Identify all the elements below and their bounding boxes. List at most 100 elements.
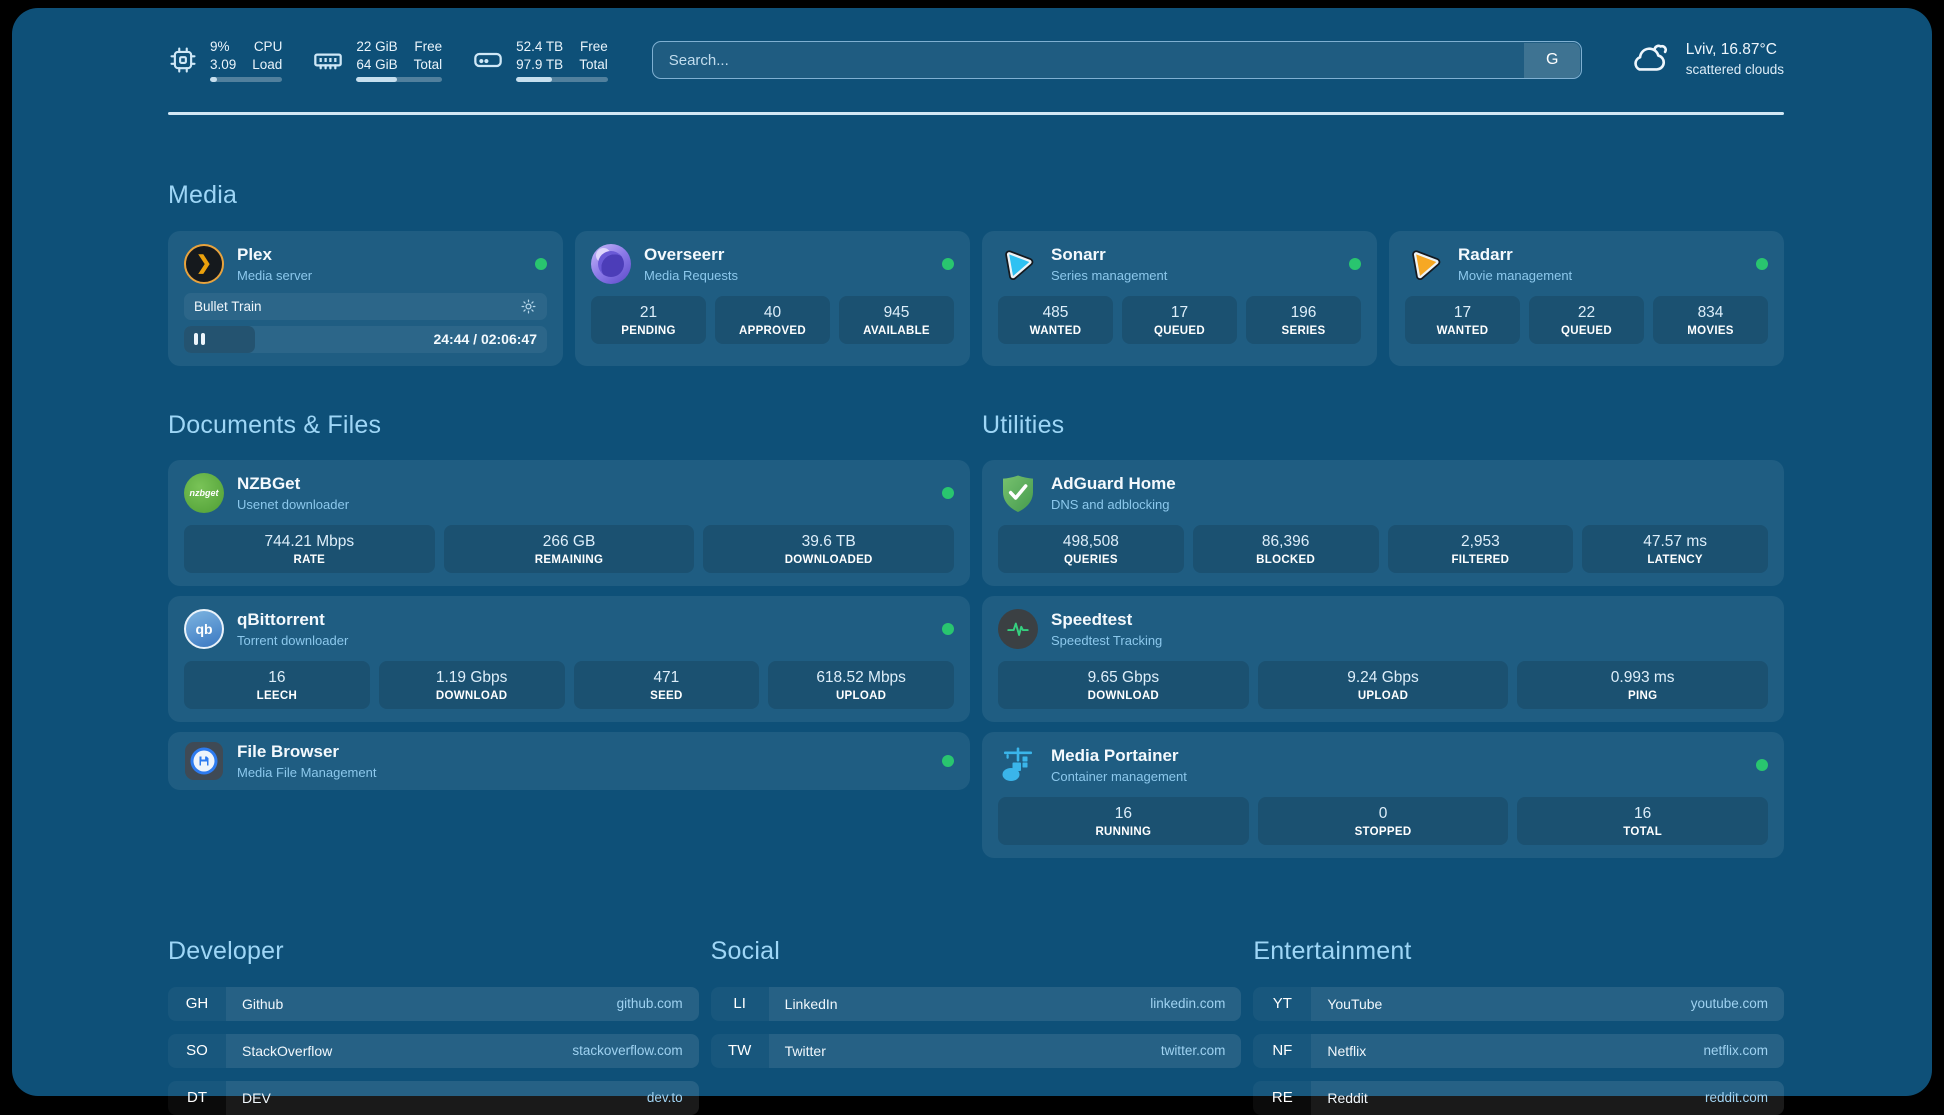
- stat-value: 0: [1378, 805, 1388, 823]
- settings-icon[interactable]: [520, 298, 537, 315]
- status-indicator-radarr: [1756, 257, 1768, 270]
- plex-playback-bar[interactable]: 24:44 / 02:06:47: [184, 325, 547, 353]
- stat-tile: 498,508 QUERIES: [998, 525, 1184, 574]
- stat-tile: 16 LEECH: [184, 661, 370, 710]
- stat-value: 266 GB: [542, 533, 596, 551]
- stat-tile: 17 QUEUED: [1122, 295, 1237, 344]
- stat-value: 834: [1697, 303, 1724, 321]
- weather-condition: scattered clouds: [1685, 62, 1784, 78]
- weather-widget[interactable]: Lviv, 16.87°C scattered clouds: [1626, 37, 1784, 84]
- bookmark-stackoverflow[interactable]: SO StackOverflow stackoverflow.com: [168, 1033, 699, 1068]
- cpu-stat: 9% 3.09 CPU Load: [168, 38, 283, 83]
- app-card-radarr[interactable]: Radarr Movie management 17 WANTED 22 QUE…: [1389, 230, 1784, 366]
- stat-value: 16: [1114, 805, 1132, 823]
- bookmark-linkedin[interactable]: LI LinkedIn linkedin.com: [710, 986, 1242, 1021]
- bookmark-url: github.com: [616, 996, 683, 1012]
- filebrowser-logo-icon: [184, 741, 224, 781]
- app-card-sonarr[interactable]: Sonarr Series management 485 WANTED 17 Q…: [982, 230, 1377, 366]
- stat-tile: 2,953 FILTERED: [1387, 525, 1574, 574]
- app-card-speedtest[interactable]: Speedtest Speedtest Tracking 9.65 Gbps D…: [982, 596, 1784, 723]
- search-engine-button[interactable]: G: [1524, 42, 1581, 78]
- cpu-usage-value: 9%: [210, 38, 230, 54]
- bookmark-netflix[interactable]: NF Netflix netflix.com: [1253, 1033, 1784, 1068]
- stat-value: 471: [653, 669, 680, 687]
- bookmark-name: YouTube: [1327, 995, 1383, 1012]
- bookmark-abbr: YT: [1253, 986, 1312, 1021]
- plex-logo-icon: ❯: [184, 243, 224, 284]
- status-indicator-nzbget: [942, 487, 954, 500]
- app-card-qbittorrent[interactable]: qb qBittorrent Torrent downloader 16 LEE…: [168, 596, 970, 723]
- search-input[interactable]: [651, 41, 1582, 79]
- stat-tile: 9.65 Gbps DOWNLOAD: [998, 661, 1249, 710]
- stat-label: PENDING: [621, 324, 676, 337]
- stat-label: QUERIES: [1063, 554, 1118, 567]
- stat-label: UPLOAD: [835, 690, 887, 703]
- app-name-speedtest: Speedtest: [1051, 610, 1133, 630]
- stat-label: SEED: [650, 690, 683, 703]
- app-card-overseerr[interactable]: Overseerr Media Requests 21 PENDING 40 A…: [575, 230, 970, 366]
- stat-value: 40: [763, 303, 782, 321]
- app-card-adguard[interactable]: AdGuard Home DNS and adblocking 498,508 …: [982, 460, 1784, 587]
- dashboard-panel: 9% 3.09 CPU Load: [12, 8, 1932, 1115]
- section-title-documents: Documents & Files: [168, 410, 382, 439]
- stat-value: 744.21 Mbps: [264, 533, 355, 551]
- app-desc-speedtest: Speedtest Tracking: [1051, 633, 1163, 649]
- stat-label: PING: [1628, 690, 1658, 703]
- ram-total-value: 64 GiB: [356, 56, 398, 72]
- app-card-filebrowser[interactable]: File Browser Media File Management: [168, 732, 970, 791]
- stat-value: 47.57 ms: [1643, 533, 1707, 551]
- app-name-filebrowser: File Browser: [237, 742, 340, 762]
- stat-label: WANTED: [1029, 324, 1082, 337]
- bookmark-twitter[interactable]: TW Twitter twitter.com: [710, 1033, 1242, 1068]
- stat-tile: 744.21 Mbps RATE: [184, 525, 435, 574]
- section-title-developer: Developer: [168, 937, 284, 965]
- app-desc-adguard: DNS and adblocking: [1051, 497, 1170, 513]
- stat-value: 16: [268, 669, 286, 687]
- cpu-progress-bar: [210, 77, 283, 83]
- status-indicator-plex: [535, 257, 547, 270]
- status-indicator-filebrowser: [942, 755, 954, 768]
- bookmark-name: Netflix: [1327, 1042, 1367, 1059]
- app-desc-plex: Media server: [237, 267, 313, 283]
- stat-label: TOTAL: [1623, 826, 1663, 839]
- stat-value: 2,953: [1460, 533, 1500, 551]
- bookmark-abbr: GH: [168, 986, 226, 1021]
- cpu-load-label: Load: [252, 56, 283, 72]
- bookmark-url: stackoverflow.com: [572, 1043, 683, 1059]
- app-desc-overseerr: Media Requests: [644, 267, 738, 283]
- stat-value: 945: [883, 303, 910, 321]
- stat-tile: 0.993 ms PING: [1517, 661, 1769, 710]
- stat-tile: 16 TOTAL: [1517, 797, 1769, 846]
- bookmark-name: StackOverflow: [242, 1042, 333, 1059]
- stat-label: WANTED: [1436, 324, 1489, 337]
- stat-label: DOWNLOADED: [784, 554, 873, 567]
- nzbget-logo-icon: nzbget: [184, 473, 224, 514]
- stat-value: 1.19 Gbps: [435, 669, 508, 687]
- ram-total-label: Total: [413, 56, 443, 72]
- stat-value: 86,396: [1261, 533, 1310, 551]
- bookmark-youtube[interactable]: YT YouTube youtube.com: [1253, 986, 1784, 1021]
- system-stats: 9% 3.09 CPU Load: [168, 38, 608, 83]
- pause-icon[interactable]: [194, 333, 205, 346]
- section-media: Media ❯ Plex Media server Bullet Train: [168, 181, 1784, 366]
- app-card-nzbget[interactable]: nzbget NZBGet Usenet downloader 744.21 M…: [168, 460, 970, 587]
- stat-tile: 834 MOVIES: [1653, 295, 1768, 344]
- cpu-load-value: 3.09: [210, 56, 237, 72]
- app-card-portainer[interactable]: Media Portainer Container management 16 …: [982, 732, 1784, 859]
- bookmark-github[interactable]: GH Github github.com: [168, 986, 699, 1021]
- stat-label: MOVIES: [1687, 324, 1734, 337]
- stat-value: 9.65 Gbps: [1087, 669, 1160, 687]
- bookmark-abbr: RE: [1253, 1080, 1312, 1115]
- bookmark-reddit[interactable]: RE Reddit reddit.com: [1253, 1080, 1784, 1115]
- stat-value: 485: [1042, 303, 1069, 321]
- stat-tile: 945 AVAILABLE: [839, 295, 954, 344]
- cpu-progress-fill: [210, 77, 217, 83]
- bookmark-name: Github: [242, 995, 284, 1012]
- bookmark-url: reddit.com: [1704, 1090, 1768, 1106]
- bookmark-name: Reddit: [1327, 1089, 1368, 1106]
- bookmark-name: Twitter: [784, 1042, 826, 1059]
- disk-stat: 52.4 TB 97.9 TB Free Total: [472, 38, 608, 83]
- stat-label: RATE: [293, 554, 326, 567]
- bookmark-dev[interactable]: DT DEV dev.to: [168, 1080, 699, 1115]
- app-card-plex[interactable]: ❯ Plex Media server Bullet Train: [168, 230, 563, 366]
